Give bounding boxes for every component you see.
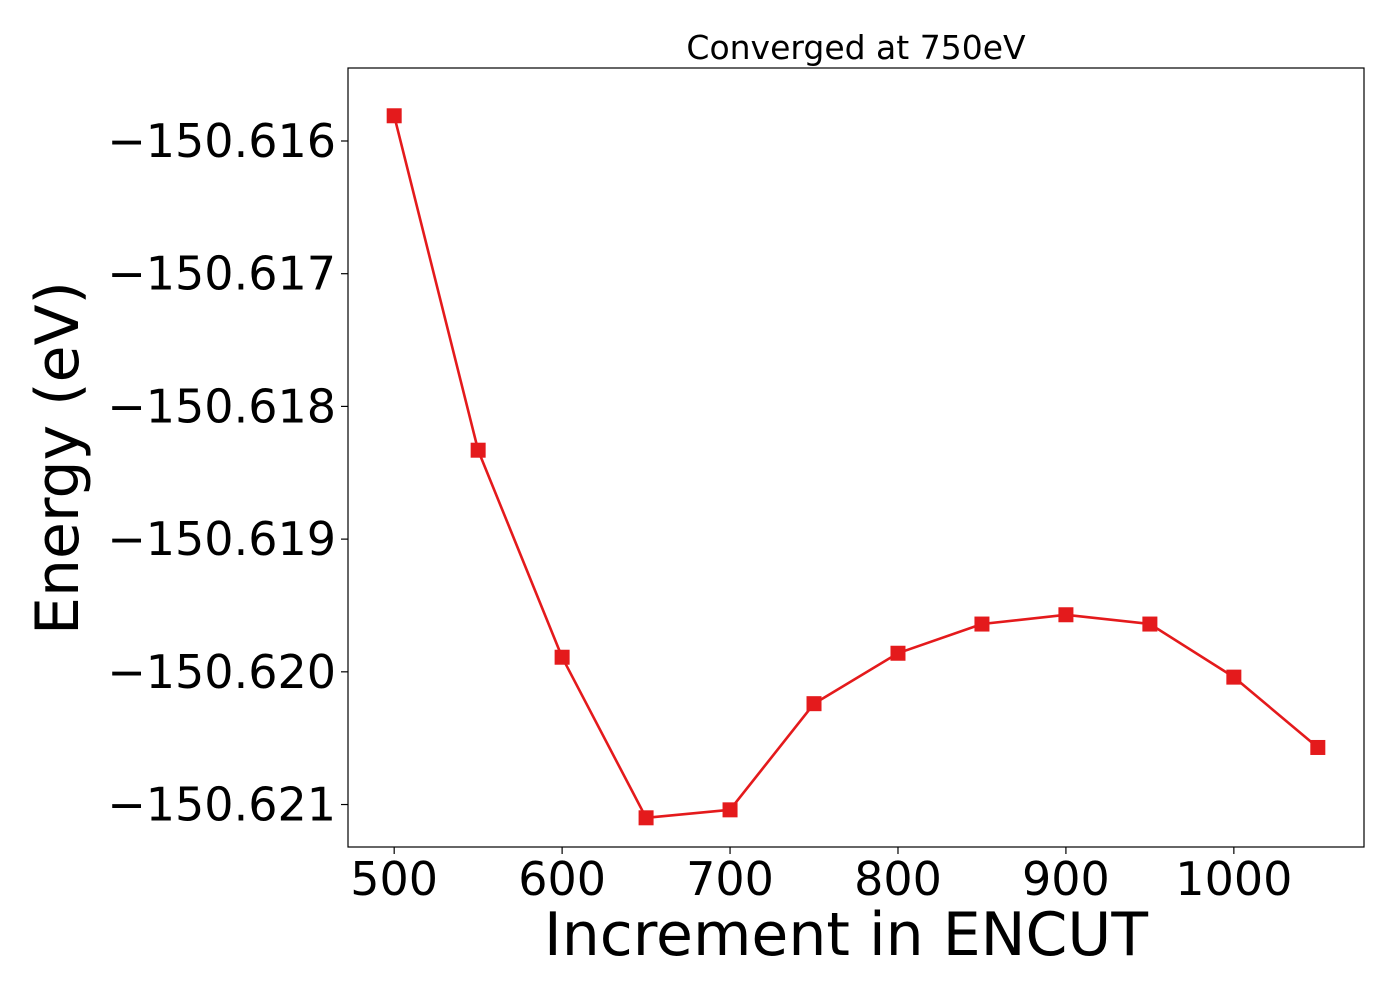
data-point bbox=[1226, 669, 1242, 685]
plot-area bbox=[386, 108, 1326, 826]
data-point bbox=[890, 645, 906, 661]
series-line bbox=[392, 115, 1319, 820]
y-axis-title: Energy (eV) bbox=[23, 281, 93, 635]
y-axis: −150.616 −150.617 −150.618 −150.619 −150.620… bbox=[107, 114, 348, 832]
x-tick-label: 800 bbox=[854, 852, 942, 906]
data-point bbox=[470, 442, 486, 458]
plot-frame bbox=[347, 67, 1365, 848]
y-tick-label: −150.616 bbox=[107, 114, 336, 168]
data-point bbox=[386, 108, 402, 124]
data-point bbox=[638, 810, 654, 826]
x-tick-label: 600 bbox=[518, 852, 606, 906]
x-tick-label: 700 bbox=[686, 852, 774, 906]
x-tick-label: 900 bbox=[1022, 852, 1110, 906]
data-point bbox=[554, 649, 570, 665]
y-tick-label: −150.618 bbox=[107, 379, 336, 433]
x-axis: 500 600 700 800 900 1000 bbox=[350, 847, 1292, 906]
y-tick-label: −150.621 bbox=[107, 778, 336, 832]
y-tick-label: −150.620 bbox=[107, 645, 336, 699]
x-tick-label: 500 bbox=[350, 852, 438, 906]
chart-title: Converged at 750eV bbox=[686, 28, 1026, 67]
data-point bbox=[1310, 739, 1326, 755]
x-tick-label: 1000 bbox=[1175, 852, 1292, 906]
data-point bbox=[1142, 616, 1158, 632]
y-tick-label: −150.617 bbox=[107, 247, 336, 301]
data-point bbox=[806, 696, 822, 712]
y-tick-label: −150.619 bbox=[107, 512, 336, 566]
data-point bbox=[974, 616, 990, 632]
x-axis-title: Increment in ENCUT bbox=[544, 900, 1148, 970]
data-point bbox=[722, 802, 738, 818]
data-point bbox=[1058, 607, 1074, 623]
